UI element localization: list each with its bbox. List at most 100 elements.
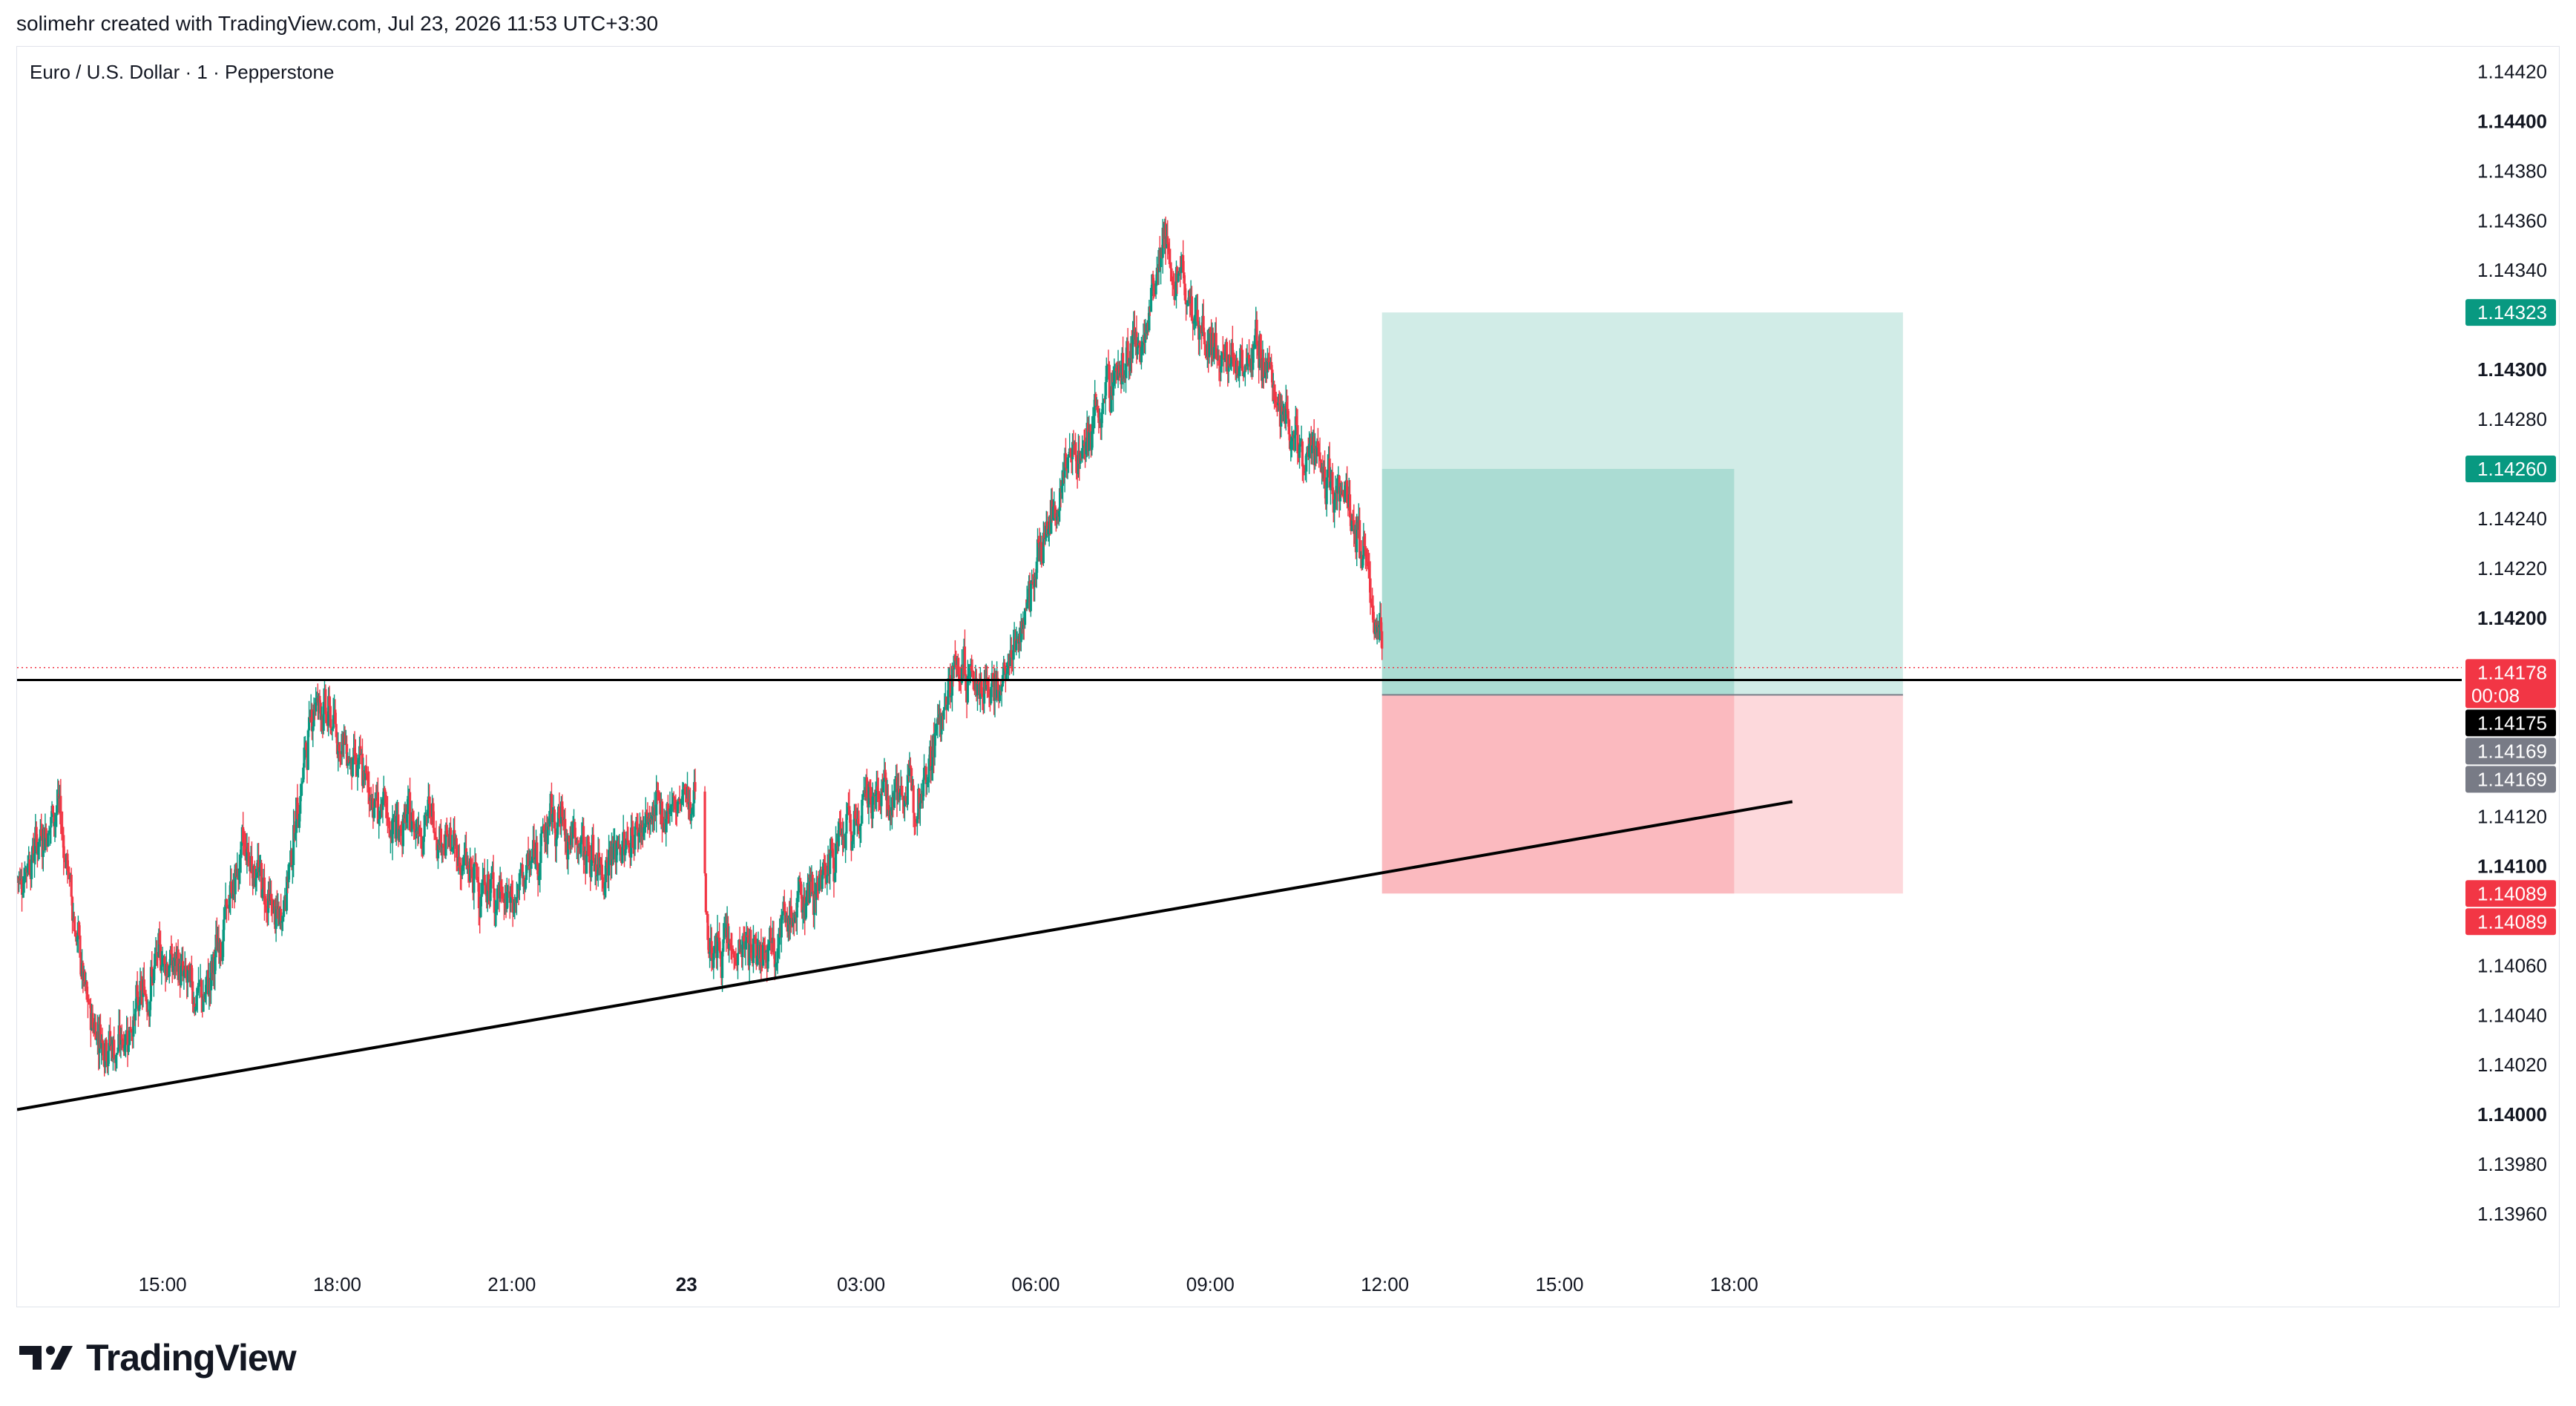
candle [1381, 622, 1384, 660]
candle [1002, 655, 1005, 683]
candle [763, 936, 766, 969]
candle [464, 832, 467, 870]
candle [1097, 405, 1100, 434]
long-position-loss-zone[interactable] [1381, 694, 1903, 894]
candle [630, 815, 633, 866]
candle [1010, 637, 1013, 674]
price-label: 1.14260 [2465, 455, 2556, 482]
candle [1035, 557, 1038, 588]
candle [876, 770, 879, 802]
candle [331, 726, 334, 740]
long-position-profit-zone[interactable] [1381, 312, 1903, 695]
candle [749, 926, 752, 959]
candle [637, 813, 640, 853]
candle [1363, 530, 1366, 549]
candle [73, 916, 77, 937]
candle [408, 778, 412, 832]
candle [913, 812, 916, 835]
candle [643, 816, 645, 841]
candle [808, 866, 811, 904]
candle [1376, 614, 1379, 645]
candle [694, 768, 697, 800]
candle [555, 835, 558, 863]
candle [490, 866, 493, 893]
candle [625, 831, 628, 853]
candle [152, 965, 155, 997]
candle [622, 830, 626, 867]
candle [1370, 598, 1373, 608]
candle [637, 830, 640, 850]
candle [1281, 395, 1284, 424]
candle [644, 797, 647, 833]
price-label-text: 1.14089 [2477, 910, 2547, 933]
candle [219, 939, 223, 967]
candle [100, 1034, 103, 1065]
price-label-text: 1.14169 [2477, 740, 2547, 762]
candle [901, 786, 904, 814]
brand-footer[interactable]: TradingView [19, 1336, 297, 1380]
candle [550, 782, 553, 832]
candle [180, 953, 183, 988]
candle [1105, 357, 1108, 396]
candle [418, 824, 421, 837]
candle [170, 935, 173, 955]
candle [684, 783, 687, 803]
candle [1358, 507, 1361, 559]
candle [1082, 440, 1085, 459]
candle [959, 666, 962, 691]
candle [846, 803, 849, 821]
candle [576, 836, 579, 864]
candle [511, 880, 514, 927]
candle [849, 810, 852, 835]
candle [161, 946, 164, 967]
candle [681, 781, 684, 806]
candle [998, 685, 1002, 703]
candle [439, 818, 442, 856]
top-bar: solimehr created with TradingView.com, J… [0, 0, 2576, 45]
candle [1353, 504, 1356, 548]
candle [656, 781, 659, 805]
candle [28, 851, 31, 877]
candle [1280, 393, 1283, 438]
symbol-legend[interactable]: Euro / U.S. Dollar · 1 · Pepperstone [30, 61, 335, 83]
candle [612, 828, 615, 865]
candle [949, 663, 952, 709]
candle [927, 755, 930, 793]
candle [1166, 220, 1169, 260]
candle [1121, 336, 1125, 382]
candle [376, 777, 380, 824]
long-position-loss-zone[interactable] [1381, 694, 1735, 894]
candlestick-chart[interactable]: 1.14420 1.14400 1.14380 1.14360 1.14340 1.143… [17, 47, 2559, 1307]
price-label-text: 1.14260 [2477, 458, 2547, 480]
candle [776, 933, 779, 974]
candle [1232, 349, 1235, 375]
candle [942, 706, 945, 732]
candle [904, 786, 907, 804]
y-tick-label: 1.14040 [2477, 1004, 2547, 1026]
candle [70, 896, 74, 934]
candle [720, 948, 724, 992]
candle [296, 784, 299, 820]
chart-caption: solimehr created with TradingView.com, J… [16, 12, 659, 35]
candle [1029, 579, 1032, 617]
candle [1182, 240, 1185, 278]
y-tick-label: 1.14340 [2477, 259, 2547, 281]
candle [129, 1016, 132, 1033]
candle [1303, 464, 1306, 476]
candle [505, 878, 508, 913]
long-position-profit-zone[interactable] [1381, 468, 1735, 695]
candle [592, 824, 595, 864]
candle [1198, 317, 1201, 356]
candle [187, 963, 191, 970]
candle [160, 950, 163, 985]
candle [288, 862, 292, 880]
candle [772, 921, 775, 959]
chart-frame[interactable]: 1.14420 1.14400 1.14380 1.14360 1.14340 1.143… [16, 46, 2560, 1307]
candle [769, 916, 772, 954]
candle [1088, 415, 1091, 459]
candle [783, 890, 786, 916]
candle [832, 842, 835, 898]
candle [1064, 438, 1068, 471]
trend-line[interactable] [17, 800, 1793, 1111]
y-tick-label: 1.14120 [2477, 806, 2547, 828]
